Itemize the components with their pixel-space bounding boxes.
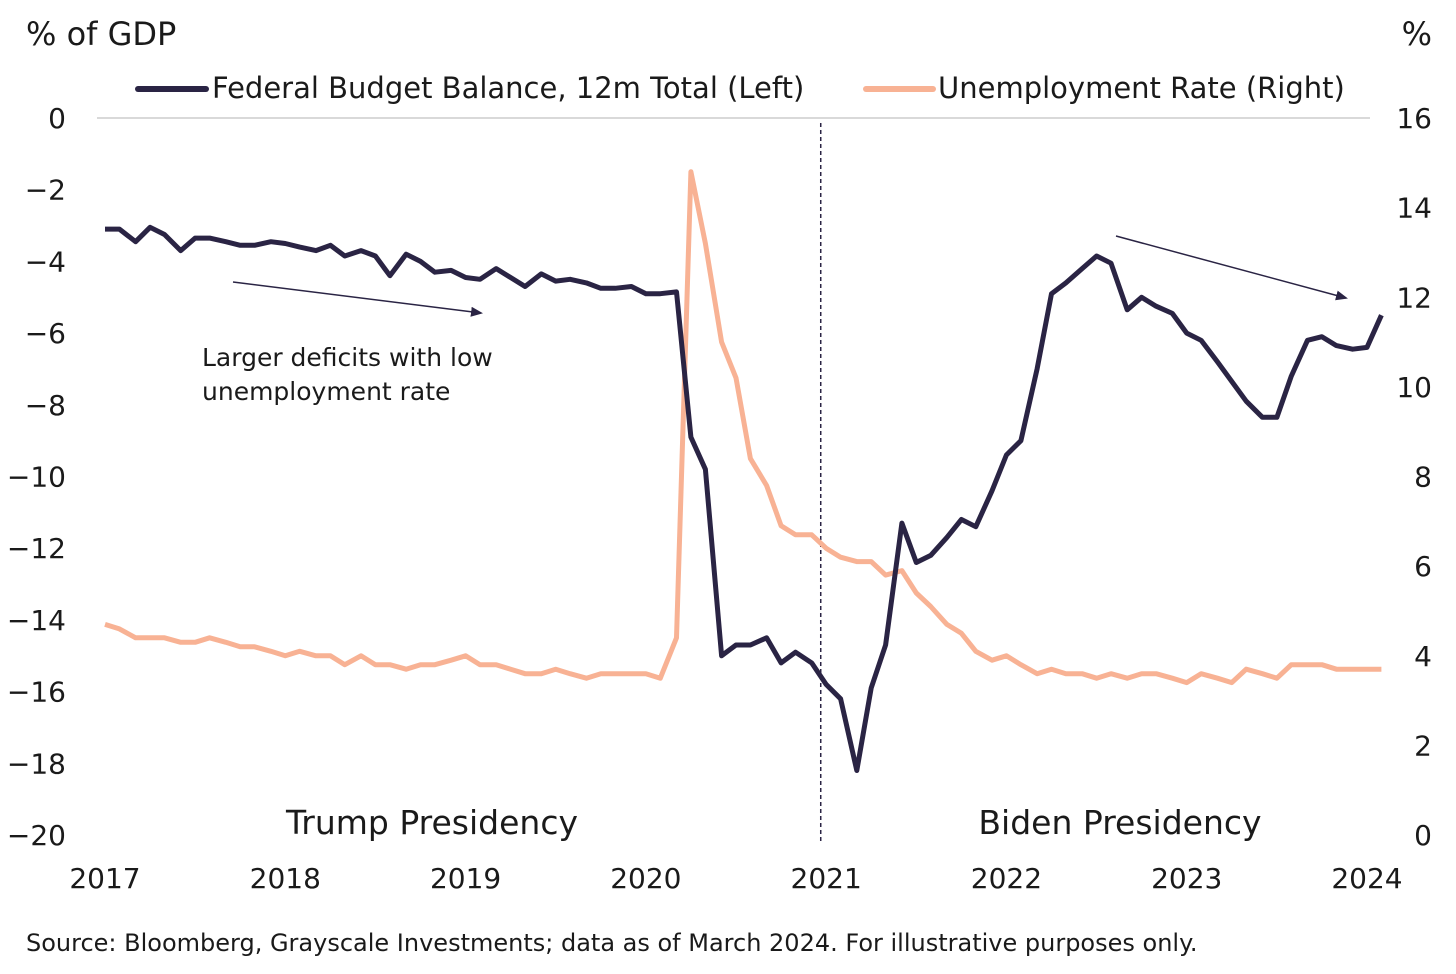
annotation-arrow-right bbox=[1115, 235, 1348, 301]
left-tick-label: −2 bbox=[25, 174, 66, 207]
left-tick-label: −4 bbox=[25, 245, 66, 278]
left-tick-label: −18 bbox=[7, 747, 66, 780]
right-tick-label: 16 bbox=[1396, 102, 1432, 135]
unemployment-rate-line bbox=[104, 169, 1382, 686]
left-tick-label: −10 bbox=[7, 461, 66, 494]
right-tick-label: 14 bbox=[1396, 192, 1432, 225]
x-axis-ticks: 2017 2018 2019 2020 2021 2022 2023 2024 bbox=[69, 862, 1402, 895]
x-tick-label: 2019 bbox=[430, 862, 501, 895]
trump-presidency-label: Trump Presidency bbox=[285, 803, 578, 842]
left-axis-ticks: 0 −2 −4 −6 −8 −10 −12 −14 −16 −18 −20 bbox=[7, 102, 66, 852]
x-tick-label: 2022 bbox=[971, 862, 1042, 895]
left-tick-label: 0 bbox=[48, 102, 66, 135]
right-tick-label: 2 bbox=[1414, 729, 1432, 762]
annotation-note-line-1: Larger deficits with low bbox=[202, 343, 493, 372]
right-tick-label: 0 bbox=[1414, 819, 1432, 852]
right-tick-label: 10 bbox=[1396, 371, 1432, 404]
legend-label-unemployment: Unemployment Rate (Right) bbox=[938, 71, 1345, 105]
left-tick-label: −20 bbox=[7, 819, 66, 852]
x-tick-label: 2017 bbox=[69, 862, 140, 895]
left-tick-label: −8 bbox=[25, 389, 66, 422]
legend-label-budget: Federal Budget Balance, 12m Total (Left) bbox=[212, 71, 804, 105]
annotation-arrow-left bbox=[232, 281, 483, 317]
left-tick-label: −16 bbox=[7, 676, 66, 709]
left-tick-label: −14 bbox=[7, 604, 66, 637]
x-tick-label: 2018 bbox=[250, 862, 321, 895]
biden-presidency-label: Biden Presidency bbox=[978, 803, 1261, 842]
right-tick-label: 8 bbox=[1414, 461, 1432, 494]
annotation-note-line-2: unemployment rate bbox=[202, 377, 450, 406]
x-tick-label: 2021 bbox=[791, 862, 862, 895]
right-tick-label: 4 bbox=[1414, 640, 1432, 673]
source-note: Source: Bloomberg, Grayscale Investments… bbox=[26, 929, 1198, 957]
right-tick-label: 12 bbox=[1396, 281, 1432, 314]
legend: Federal Budget Balance, 12m Total (Left)… bbox=[135, 71, 1345, 105]
budget-balance-line bbox=[105, 224, 1384, 773]
right-axis-ticks: 16 14 12 10 8 6 4 2 0 bbox=[1396, 102, 1432, 852]
right-tick-label: 6 bbox=[1414, 550, 1432, 583]
right-axis-title: % bbox=[1402, 15, 1432, 53]
x-tick-label: 2024 bbox=[1331, 862, 1402, 895]
left-tick-label: −6 bbox=[25, 317, 66, 350]
left-tick-label: −12 bbox=[7, 532, 66, 565]
x-tick-label: 2023 bbox=[1151, 862, 1222, 895]
x-tick-label: 2020 bbox=[610, 862, 681, 895]
left-axis-title: % of GDP bbox=[26, 15, 176, 53]
